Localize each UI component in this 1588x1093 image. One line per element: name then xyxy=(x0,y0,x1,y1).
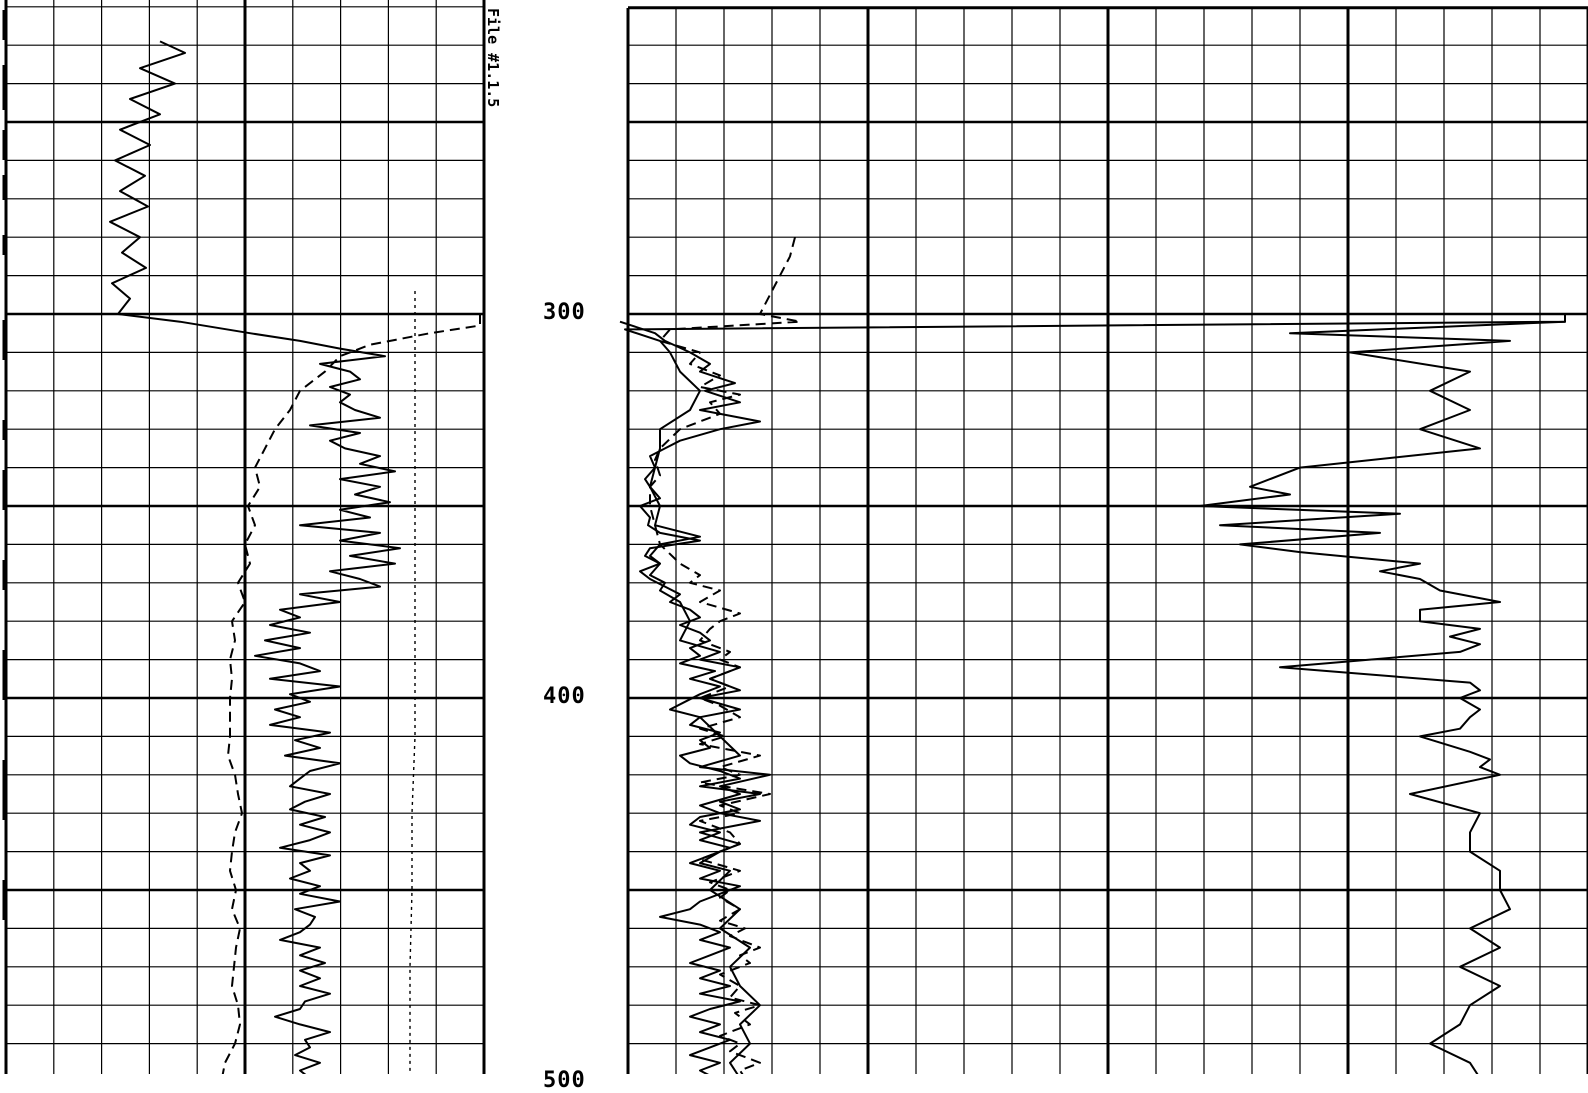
track-1-curve-1 xyxy=(109,40,401,1074)
track-2-curve-3 xyxy=(624,314,1566,1074)
track-1-curve-3 xyxy=(409,291,416,1074)
depth-label: 300 xyxy=(543,300,586,325)
depth-label: 400 xyxy=(543,684,586,709)
track-2-curve-1 xyxy=(619,320,761,1074)
grid xyxy=(4,0,1588,1074)
track-3-curve-1 xyxy=(1199,314,1566,1074)
track-2-curve-2 xyxy=(649,236,801,1074)
track-1-curve-2 xyxy=(221,314,481,1074)
log-curves xyxy=(109,40,1566,1074)
file-label: File #1.1.5 xyxy=(484,8,502,108)
depth-label: 500 xyxy=(543,1068,586,1093)
